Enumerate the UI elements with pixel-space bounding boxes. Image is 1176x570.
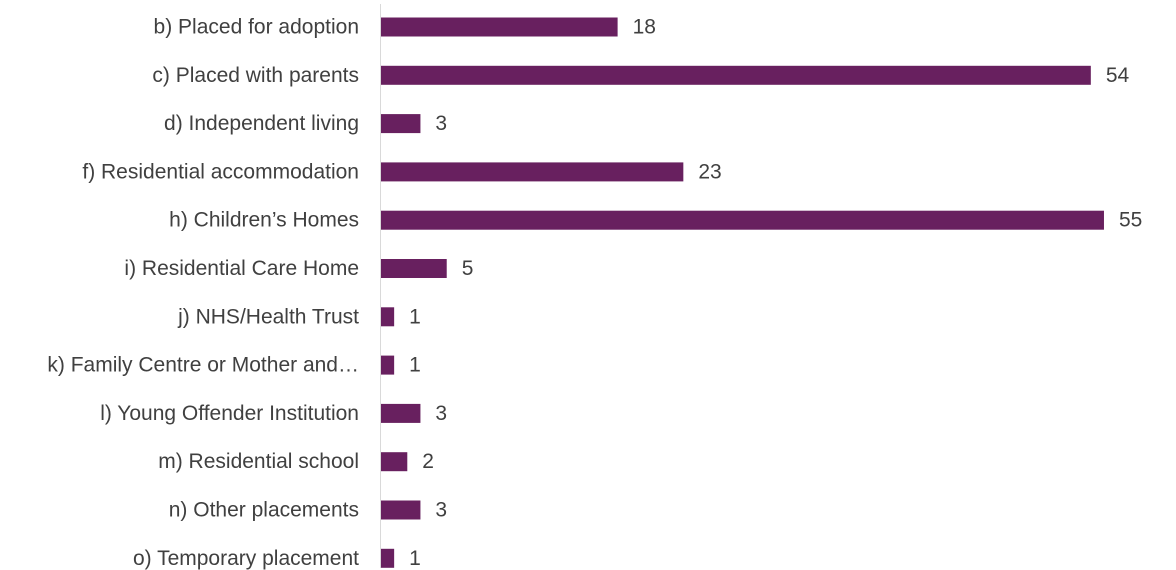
- bar: [381, 500, 421, 520]
- bar: [381, 307, 395, 327]
- category-labels: b) Placed for adoption c) Placed with par…: [47, 16, 359, 570]
- value-label: 1: [409, 547, 421, 570]
- category-label: c) Placed with parents: [152, 64, 359, 87]
- bar: [381, 259, 447, 278]
- value-label: 54: [1106, 64, 1130, 87]
- value-label: 18: [633, 16, 656, 39]
- value-label: 1: [409, 354, 421, 377]
- bar: [381, 65, 1091, 85]
- value-label: 23: [698, 160, 721, 183]
- value-label: 3: [435, 499, 447, 522]
- bar: [381, 210, 1104, 230]
- category-label: b) Placed for adoption: [154, 16, 359, 39]
- category-label: m) Residential school: [158, 450, 359, 473]
- bar: [381, 452, 408, 472]
- value-label: 2: [422, 450, 434, 473]
- category-label: k) Family Centre or Mother and…: [47, 354, 359, 377]
- value-label: 3: [435, 402, 447, 425]
- value-label: 5: [462, 257, 474, 280]
- category-label: l) Young Offender Institution: [100, 402, 359, 425]
- bar: [381, 162, 684, 182]
- bar: [381, 17, 618, 37]
- value-label: 1: [409, 305, 421, 328]
- bars-layer: [381, 17, 1104, 568]
- category-label: h) Children’s Homes: [169, 209, 359, 232]
- category-label: o) Temporary placement: [133, 547, 359, 570]
- category-label: n) Other placements: [169, 499, 359, 522]
- bar: [381, 114, 421, 134]
- value-label: 3: [435, 112, 447, 135]
- category-label: i) Residential Care Home: [124, 257, 359, 280]
- category-label: j) NHS/Health Trust: [177, 305, 359, 328]
- value-label: 55: [1119, 209, 1142, 232]
- category-label: d) Independent living: [164, 112, 359, 135]
- bar: [381, 548, 395, 568]
- bar: [381, 403, 421, 423]
- bar: [381, 355, 395, 375]
- category-label: f) Residential accommodation: [82, 160, 359, 183]
